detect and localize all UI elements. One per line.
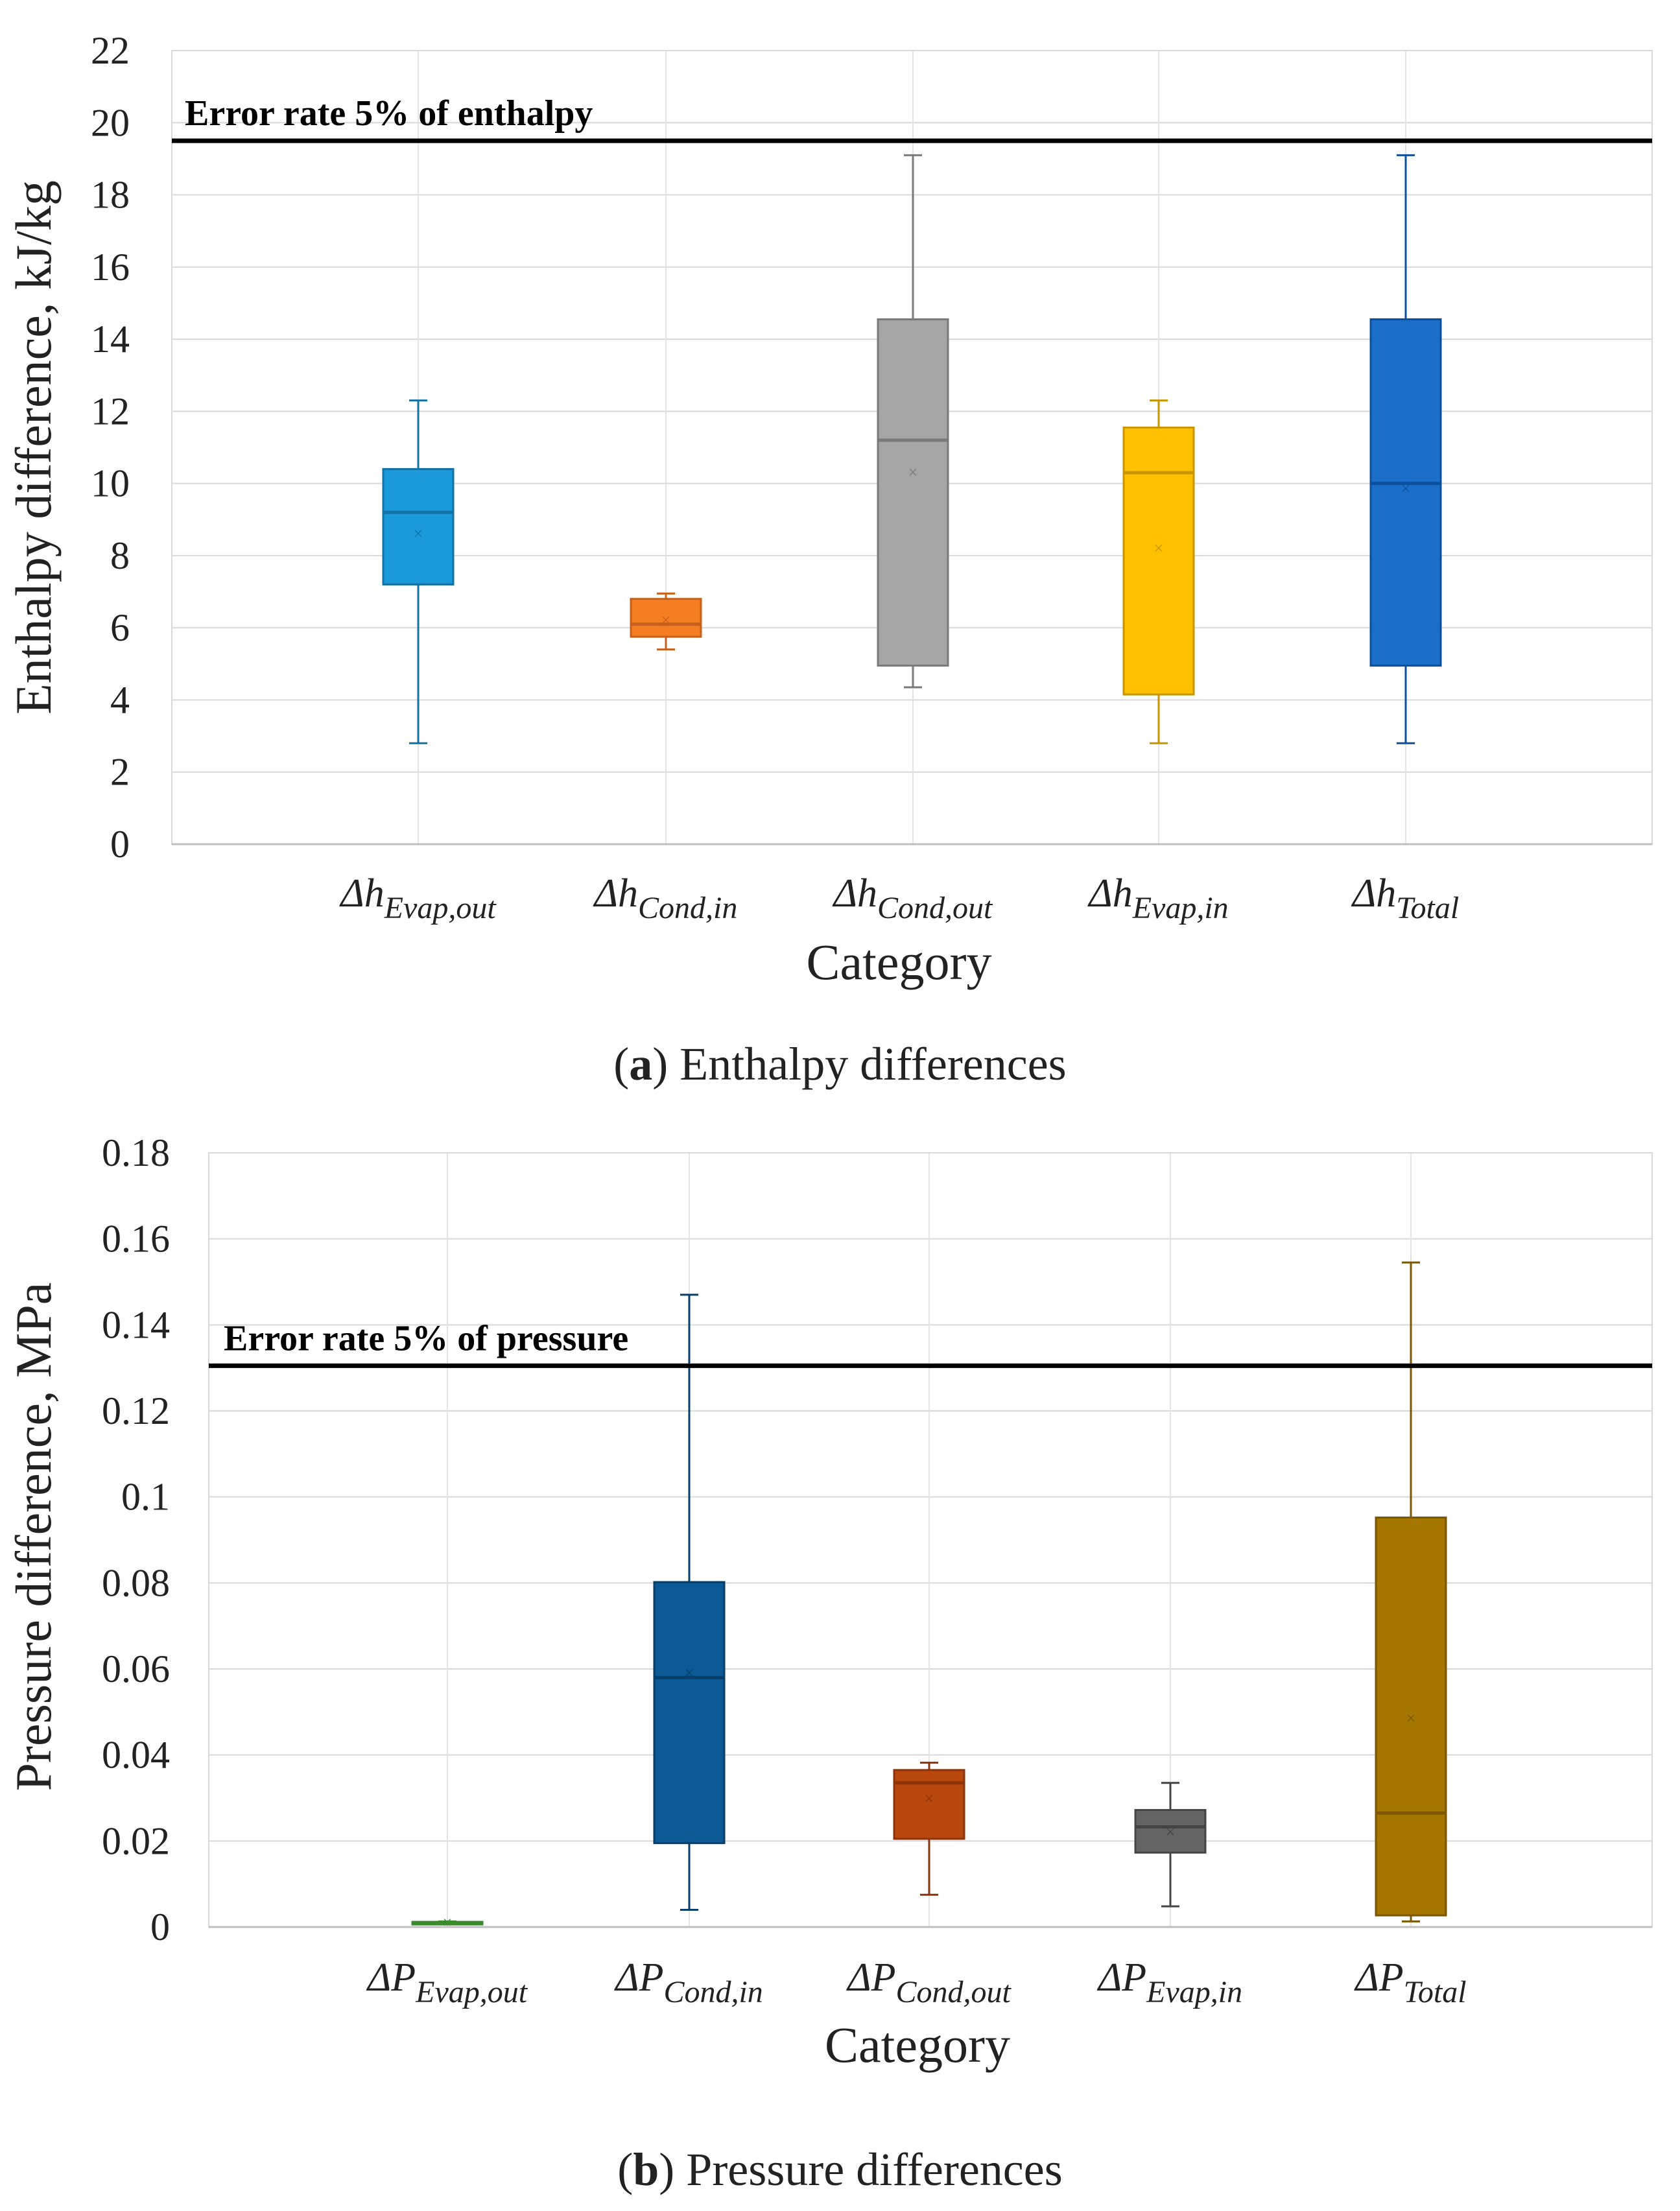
y-tick-label: 0 — [150, 1906, 170, 1948]
mean-marker: × — [685, 1664, 694, 1683]
caption-b-text: Pressure differences — [686, 2144, 1063, 2195]
y-tick-label: 18 — [91, 174, 130, 217]
box-iqr — [1134, 1809, 1207, 1854]
category-label: ΔPCond,out — [846, 1956, 1012, 2009]
y-tick-label: 0.16 — [102, 1218, 170, 1260]
mean-marker: × — [1154, 539, 1164, 558]
category-label: ΔPCond,in — [613, 1956, 763, 2009]
category-label: ΔPEvap,out — [366, 1956, 528, 2009]
category-label-symbol: Δh — [1351, 871, 1396, 916]
y-tick-label: 4 — [110, 678, 130, 721]
panel-a-enthalpy: 0 2 4 6 8 10 12 14 16 18 20 22 × ΔhEvap,out × ΔhCond,in… — [5, 29, 1653, 1090]
box-iqr — [877, 318, 949, 667]
category-label-subscript: Total — [1396, 891, 1459, 925]
y-tick-label: 22 — [91, 29, 130, 72]
mean-marker: × — [1401, 479, 1411, 498]
box-iqr — [630, 598, 702, 638]
category-label: ΔhCond,in — [593, 871, 738, 925]
y-tick-label: 0 — [110, 823, 130, 866]
y-tick-label: 16 — [91, 246, 130, 289]
y-tick-label: 2 — [110, 751, 130, 794]
caption-a-text: Enthalpy differences — [680, 1038, 1067, 1090]
category-label-subscript: Evap,in — [1146, 1975, 1242, 2009]
category-label-subscript: Total — [1404, 1975, 1467, 2009]
panel-b-pressure: 0 0.02 0.04 0.06 0.08 0.1 0.12 0.14 0.16 0.18 × ΔPE… — [0, 1109, 1680, 2211]
y-tick-label: 0.08 — [102, 1561, 170, 1604]
y-tick-label: 0.12 — [102, 1389, 170, 1432]
category-label-symbol: ΔP — [846, 1956, 895, 2000]
box-iqr — [1375, 1517, 1447, 1917]
box-evap-in: × — [1122, 399, 1195, 744]
caption-a-letter: a — [629, 1038, 653, 1090]
y-tick-label: 14 — [91, 318, 130, 361]
category-label: ΔhTotal — [1351, 871, 1459, 925]
category-label-symbol: Δh — [593, 871, 638, 916]
box-cond-out: × — [877, 154, 949, 689]
box-iqr — [653, 1581, 726, 1845]
threshold-label: Error rate 5% of enthalpy — [185, 93, 593, 134]
y-axis-title: Enthalpy difference, kJ/kg — [5, 180, 62, 715]
category-label: ΔPTotal — [1353, 1956, 1466, 2009]
category-label-subscript: Evap,out — [384, 891, 497, 925]
x-axis-title: Category — [825, 2016, 1010, 2073]
mean-marker: × — [661, 611, 671, 630]
box-cond-in: × — [653, 1294, 726, 1911]
y-tick-label: 10 — [91, 462, 130, 505]
caption-a: (a) Enthalpy differences — [613, 1038, 1067, 1090]
category-label-subscript: Cond,in — [663, 1975, 763, 2009]
box-iqr — [1369, 318, 1442, 667]
category-label-symbol: Δh — [1087, 871, 1132, 916]
y-tick-label: 0.06 — [102, 1648, 170, 1690]
box-cond-in: × — [630, 592, 702, 651]
category-label: ΔhEvap,in — [1087, 871, 1228, 925]
caption-b: (b) Pressure differences — [617, 2144, 1063, 2195]
y-tick-label: 20 — [91, 101, 130, 144]
enthalpy-box-chart: 0246810121416182022×ΔhEvap,out×ΔhCond,in… — [5, 29, 1653, 990]
box-cond-out: × — [893, 1762, 965, 1896]
box-iqr — [382, 467, 455, 585]
y-axis-title: Pressure difference, MPa — [5, 1283, 62, 1791]
threshold-label: Error rate 5% of pressure — [224, 1318, 628, 1358]
box-evap-out: × — [411, 1913, 484, 1932]
y-tick-label: 0.1 — [121, 1476, 170, 1519]
y-tick-label: 0.02 — [102, 1819, 170, 1862]
category-label: ΔPEvap,in — [1096, 1956, 1242, 2009]
mean-marker: × — [1406, 1709, 1416, 1727]
y-tick-label: 0.18 — [102, 1131, 170, 1174]
y-tick-label: 6 — [110, 606, 130, 649]
category-label-symbol: ΔP — [366, 1956, 416, 2000]
y-tick-label: 8 — [110, 534, 130, 577]
caption-b-letter: b — [633, 2144, 659, 2195]
pressure-box-chart: 00.020.040.060.080.10.120.140.160.18×ΔPE… — [5, 1131, 1653, 2073]
box-evap-out: × — [382, 399, 455, 744]
y-tick-label: 0.14 — [102, 1303, 170, 1346]
mean-marker: × — [908, 463, 918, 482]
y-tick-label: 0.04 — [102, 1734, 170, 1777]
category-label-subscript: Evap,in — [1132, 891, 1229, 925]
box-iqr — [1122, 426, 1195, 696]
y-tick-label: 12 — [91, 390, 130, 432]
category-label-symbol: Δh — [832, 871, 877, 916]
mean-marker: × — [414, 525, 423, 543]
category-label-symbol: Δh — [338, 871, 384, 916]
x-axis-title: Category — [807, 934, 992, 990]
category-label: ΔhEvap,out — [338, 871, 497, 925]
box-total: × — [1375, 1261, 1447, 1922]
mean-marker: × — [1166, 1823, 1176, 1841]
category-label-symbol: ΔP — [1096, 1956, 1146, 2000]
category-label-symbol: ΔP — [613, 1956, 663, 2000]
category-label-subscript: Evap,out — [415, 1975, 528, 2009]
box-total: × — [1369, 154, 1442, 744]
category-label-subscript: Cond,in — [638, 891, 737, 925]
category-label-symbol: ΔP — [1353, 1956, 1403, 2000]
mean-marker: × — [925, 1789, 934, 1808]
category-label-subscript: Cond,out — [877, 891, 993, 925]
category-label: ΔhCond,out — [832, 871, 993, 925]
category-label-subscript: Cond,out — [895, 1975, 1012, 2009]
box-evap-in: × — [1134, 1782, 1207, 1908]
mean-marker: × — [443, 1913, 453, 1932]
